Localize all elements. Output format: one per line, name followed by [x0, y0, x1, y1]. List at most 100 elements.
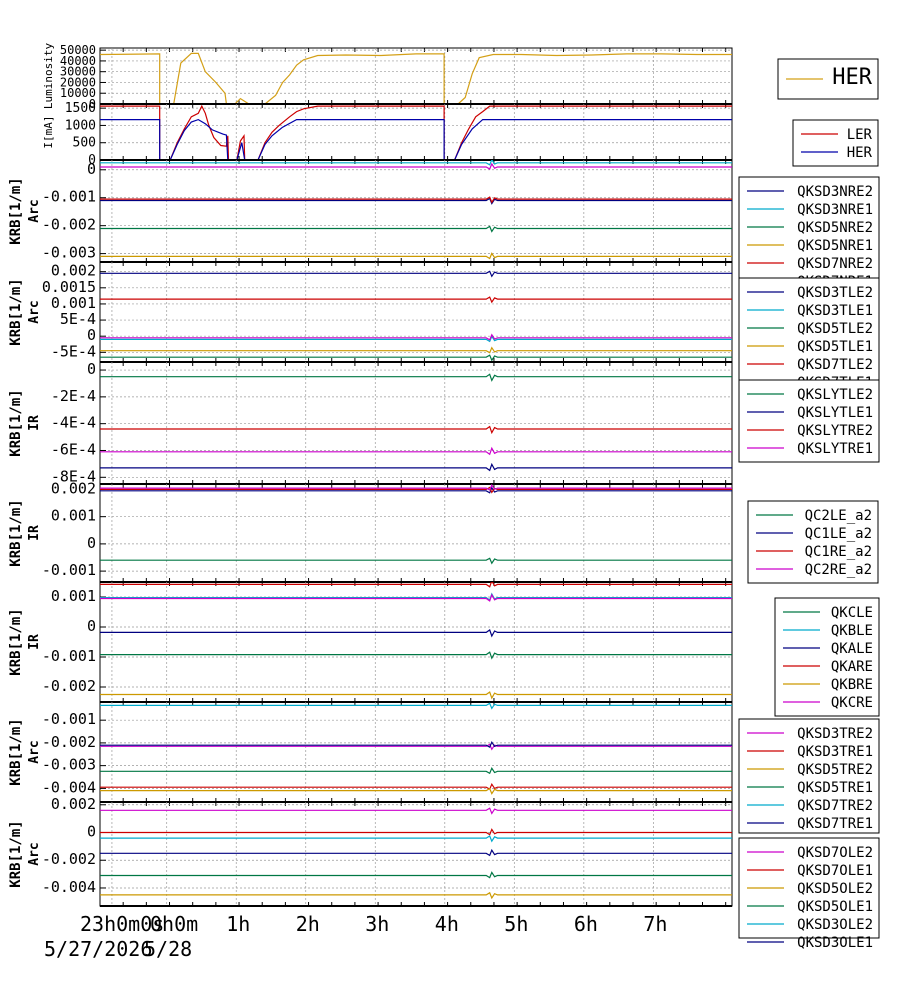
x-tick-label: 5h	[504, 912, 528, 936]
legend: QKSD3NRE2 QKSD3NRE1 QKSD5NRE2 QKSD5NRE1 QKSD…	[738, 176, 880, 292]
y-tick-label: 0	[87, 360, 96, 378]
series-line-QKSD3NRE1	[100, 160, 732, 166]
x-date-label: 5/27/2026	[44, 937, 152, 961]
y-tick-label: 0	[87, 617, 96, 635]
legend-label: QKALE	[831, 641, 873, 657]
series-line-QKSD5OLE2	[100, 891, 732, 900]
legend: QKSD3TRE2 QKSD3TRE1 QKSD5TRE2 QKSD5TRE1 QKSD…	[738, 718, 880, 834]
legend-label: HER	[832, 65, 872, 90]
y-tick-label: -5E-4	[51, 342, 96, 360]
legend: QKSLYTLE2 QKSLYTLE1 QKSLYTRE2 QKSLYTRE1	[738, 379, 880, 463]
y-axis-label: KRB[1/m]	[8, 177, 24, 244]
x-tick-label: 7h	[643, 912, 667, 936]
y-axis-label: Luminosity	[42, 43, 55, 110]
legend-label: QKSD3TRE2	[797, 726, 873, 742]
series-line-QKBRE	[100, 691, 732, 700]
y-tick-label: -0.004	[42, 778, 96, 796]
y-tick-label: 0	[87, 823, 96, 841]
x-date-label: 5/28	[144, 937, 192, 961]
series-group	[100, 582, 732, 700]
legend-box	[792, 119, 879, 167]
y-tick-label: 0.002	[51, 795, 96, 813]
y-axis-label: KRB[1/m]	[8, 389, 24, 456]
legend-label: QKSD7TRE2	[797, 798, 873, 814]
y-tick-label: -0.001	[42, 188, 96, 206]
legend-label: QKSD3OLE2	[797, 917, 873, 933]
legend-label: QKCRE	[831, 695, 873, 711]
y-tick-label: -0.002	[42, 850, 96, 868]
y-axis-sublabel: Arc	[27, 300, 42, 323]
legend-label: QKSD5TLE2	[797, 321, 873, 337]
y-tick-label: 1000	[65, 118, 96, 133]
legend-label: QKSD3TLE2	[797, 285, 873, 301]
x-tick-label: 3h	[365, 912, 389, 936]
x-tick-label-start: 23h0m0s	[80, 912, 164, 936]
x-tick-label: 0h0m	[150, 912, 198, 936]
x-tick-label: 4h	[435, 912, 459, 936]
legend: QKSD7OLE2 QKSD7OLE1 QKSD5OLE2 QKSD5OLE1 QKSD…	[738, 837, 880, 951]
y-tick-label: 50000	[60, 43, 96, 57]
y-axis-sublabel: IR	[27, 525, 42, 541]
series-line-QKSLYTRE2	[100, 425, 732, 435]
legend-label: QKSD3TLE1	[797, 303, 873, 319]
series-line-QC1RE_a2	[100, 486, 732, 494]
panel-6: 0.002 0.001 0 -0.001 KRB[1/m] IR QC2LE_a2 QC1LE…	[8, 479, 879, 584]
legend-label: QKSD3OLE1	[797, 935, 873, 951]
y-axis-sublabel: Arc	[27, 842, 42, 865]
series-line-QKSD5OLE1	[100, 871, 732, 879]
series-line-QKSD3TRE1	[100, 782, 732, 791]
series-line-QKCRE	[100, 593, 732, 602]
y-tick-label: -0.001	[42, 710, 96, 728]
series-line-QKSD7TLE1	[100, 333, 732, 341]
y-tick-label: 0	[87, 160, 96, 178]
series-line-QKSD7TLE2	[100, 296, 732, 304]
series-line-LER	[100, 104, 732, 160]
y-tick-label: -0.001	[42, 647, 96, 665]
y-tick-label: 40000	[60, 54, 96, 68]
y-tick-label: 0.002	[51, 479, 96, 497]
legend-label: QKSD7TRE1	[797, 816, 873, 832]
legend-label: QKBLE	[831, 623, 873, 639]
legend-label: QC2LE_a2	[805, 508, 872, 524]
y-tick-label: 1500	[65, 101, 96, 116]
y-tick-label: 0	[88, 153, 96, 168]
y-axis-sublabel: Arc	[27, 740, 42, 763]
legend-label: QKSD5TRE2	[797, 762, 873, 778]
series-group	[100, 702, 732, 795]
series-line-QKSD7NRE2	[100, 196, 732, 204]
y-axis-sublabel: IR	[27, 415, 42, 431]
series-group	[100, 484, 732, 565]
legend: QC2LE_a2 QC1LE_a2 QC1RE_a2 QC2RE_a2	[747, 500, 879, 584]
series-line-QKSD5TLE2	[100, 354, 732, 362]
y-tick-label: -0.001	[42, 561, 96, 579]
y-axis-label: KRB[1/m]	[8, 278, 24, 345]
series-line-QKSD5NRE1	[100, 252, 732, 260]
legend-label: QKSD3TRE1	[797, 744, 873, 760]
y-axis-label: KRB[1/m]	[8, 499, 24, 566]
series-line-QKSD3OLE1	[100, 848, 732, 857]
legend-label: QKSLYTLE1	[797, 405, 873, 421]
series-line-QKSD3TLE2	[100, 270, 732, 278]
series-line-QC2RE_a2	[100, 484, 732, 491]
legend-label: LER	[847, 127, 873, 143]
legend-label: QKSD3NRE1	[797, 202, 873, 218]
x-tick-label: 6h	[574, 912, 598, 936]
panel-5: 0 -2E-4 -4E-4 -6E-4 -8E-4 KRB[1/m] IR QKSLYTLE2…	[8, 360, 880, 485]
x-tick-label: 1h	[226, 912, 250, 936]
legend: HER	[777, 58, 879, 100]
legend-label: QKSD5OLE2	[797, 881, 873, 897]
legend-label: QKSD5TLE1	[797, 339, 873, 355]
series-line-QKSD7TRE2	[100, 702, 732, 710]
series-line-QKCLE	[100, 651, 732, 660]
legend-label: QKSD3NRE2	[797, 184, 873, 200]
series-line-QKSD3OLE2	[100, 835, 732, 843]
legend: QKCLE QKBLE QKALE QKARE QKBRE QKCRE	[774, 597, 880, 717]
series-line-QC1LE_a2	[100, 486, 732, 494]
series-line-HER	[100, 118, 732, 160]
